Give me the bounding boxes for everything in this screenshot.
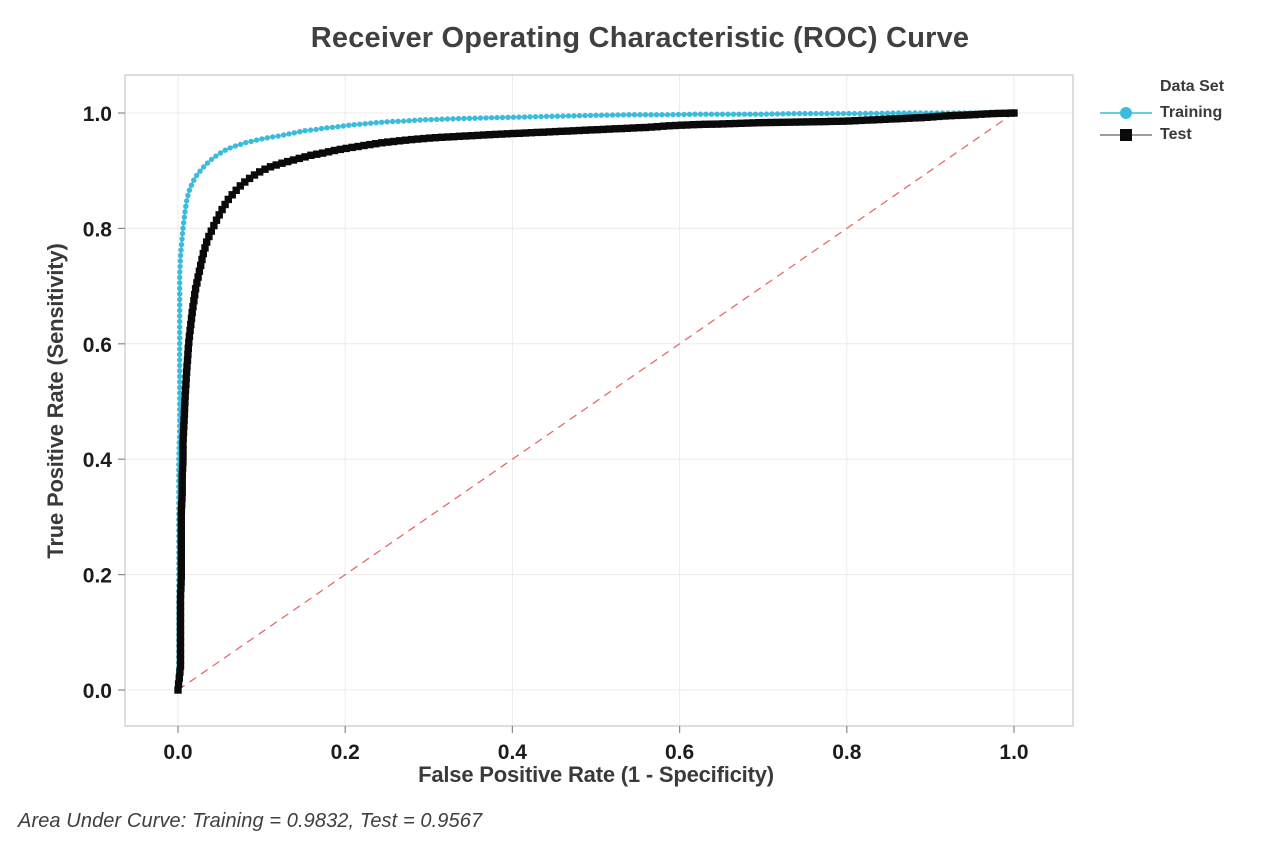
y-tick-label: 0.2: [83, 565, 112, 588]
axis-tick-labels: 0.0 0.2 0.4 0.6 0.8 1.0 0.0 0.2 0.4 0.6 0.8 1.0: [83, 103, 1029, 764]
legend-items: Training Test: [1100, 102, 1222, 146]
auc-annotation: Area Under Curve: Training = 0.9832, Tes…: [18, 810, 483, 832]
test-markers: [174, 109, 1018, 694]
x-tick-label: 1.0: [999, 741, 1028, 764]
y-tick-label: 0.4: [83, 449, 113, 472]
x-tick-label: 0.2: [331, 741, 360, 764]
y-tick-label: 0.0: [83, 680, 112, 703]
plot-border: [124, 74, 1074, 727]
chart-title: Receiver Operating Characteristic (ROC) …: [310, 22, 970, 54]
y-tick-label: 0.8: [83, 218, 113, 241]
x-tick-label: 0.4: [498, 741, 528, 764]
y-tick-label: 0.6: [83, 334, 112, 357]
x-tick-label: 0.8: [832, 741, 862, 764]
test-legend-marker-icon: [1100, 129, 1152, 141]
legend-item-training: Training: [1100, 102, 1222, 124]
legend-title: Data Set: [1160, 78, 1225, 95]
axis-ticks: [118, 112, 1015, 733]
chance-diagonal: [177, 112, 1015, 691]
legend-label-training: Training: [1160, 104, 1223, 121]
x-tick-label: 0.6: [665, 741, 694, 764]
y-tick-label: 1.0: [83, 103, 112, 126]
training-legend-marker-icon: [1100, 107, 1152, 119]
y-axis-label: True Positive Rate (Sensitivity): [43, 243, 68, 559]
x-axis-label: False Positive Rate (1 - Specificity): [418, 762, 774, 787]
legend-item-test: Test: [1100, 124, 1222, 146]
x-tick-label: 0.0: [163, 741, 192, 764]
test-series: [174, 109, 1018, 694]
gridlines: [125, 75, 1073, 726]
legend-label-test: Test: [1160, 126, 1192, 143]
